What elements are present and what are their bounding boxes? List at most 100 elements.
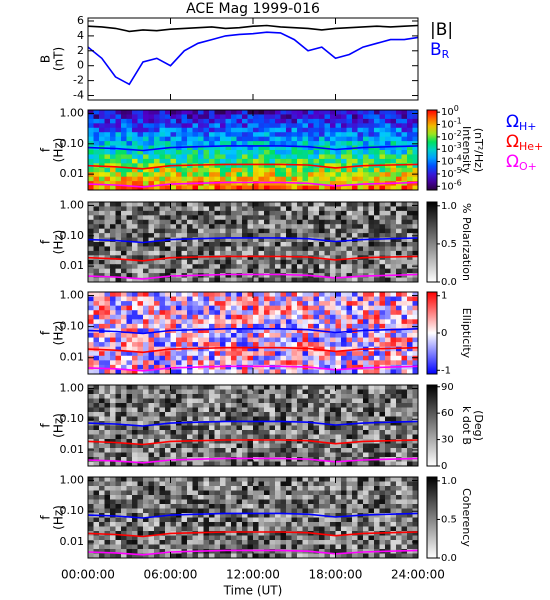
- spectrogram-cell: [324, 255, 331, 261]
- spectrogram-cell: [203, 158, 210, 164]
- spectrogram-cell: [390, 292, 397, 298]
- spectrogram-cell: [368, 351, 375, 357]
- spectrogram-cell: [385, 233, 391, 239]
- spectrogram-cell: [209, 328, 215, 334]
- spectrogram-cell: [368, 224, 375, 230]
- spectrogram-cell: [236, 346, 243, 352]
- spectrogram-cell: [385, 421, 391, 426]
- spectrogram-cell: [104, 477, 111, 482]
- spectrogram-cell: [176, 499, 182, 505]
- spectrogram-cell: [352, 206, 358, 212]
- spectrogram-cell: [412, 452, 419, 458]
- spectrogram-cell: [335, 499, 342, 505]
- spectrogram-cell: [313, 407, 320, 413]
- spectrogram-cell: [154, 328, 160, 334]
- spectrogram-cell: [280, 443, 287, 449]
- spectrogram-cell: [181, 301, 188, 307]
- spectrogram-cell: [154, 477, 160, 482]
- spectrogram-cell: [137, 127, 144, 133]
- spectrogram-cell: [280, 346, 287, 352]
- spectrogram-cell: [275, 328, 281, 334]
- spectrogram-cell: [187, 132, 193, 138]
- spectrogram-cell: [308, 337, 314, 343]
- spectrogram-cell: [220, 504, 226, 509]
- spectrogram-cell: [341, 110, 347, 115]
- spectrogram-cell: [99, 490, 105, 496]
- spectrogram-cell: [412, 158, 419, 164]
- spectrogram-cell: [126, 292, 133, 298]
- spectrogram-cell: [368, 323, 375, 329]
- spectrogram-cell: [390, 412, 397, 417]
- spectrogram-cell: [308, 333, 314, 339]
- spectrogram-cell: [231, 259, 237, 265]
- spectrogram-cell: [104, 425, 111, 431]
- spectrogram-cell: [330, 127, 336, 133]
- spectrogram-cell: [374, 136, 380, 142]
- spectrogram-cell: [176, 310, 182, 316]
- spectrogram-cell: [280, 132, 287, 138]
- spectrogram-cell: [187, 425, 193, 431]
- spectrogram-cell: [291, 369, 298, 375]
- spectrogram-cell: [368, 461, 375, 467]
- spectrogram-cell: [209, 167, 215, 173]
- spectrogram-cell: [341, 215, 347, 221]
- spectrogram-cell: [385, 118, 391, 124]
- spectrogram-cell: [214, 499, 221, 505]
- spectrogram-cell: [297, 504, 303, 509]
- spectrogram-cell: [357, 228, 364, 234]
- spectrogram-cell: [220, 150, 226, 155]
- spectrogram-cell: [357, 305, 364, 311]
- spectrogram-cell: [137, 259, 144, 265]
- spectrogram-cell: [319, 219, 325, 225]
- spectrogram-cell: [220, 495, 226, 500]
- spectrogram-cell: [363, 219, 369, 225]
- spectrogram-cell: [104, 132, 111, 138]
- spectrogram-cell: [297, 495, 303, 500]
- spectrogram-cell: [209, 277, 215, 283]
- spectrogram-cell: [115, 150, 122, 155]
- spectrogram-cell: [346, 224, 353, 230]
- spectrogram-cell: [396, 136, 402, 142]
- spectrogram-cell: [99, 305, 105, 311]
- spectrogram-cell: [401, 233, 408, 239]
- y-axis-label: (Hz): [52, 413, 66, 438]
- spectrogram-cell: [159, 504, 166, 509]
- spectrogram-cell: [99, 448, 105, 453]
- spectrogram-cell: [159, 323, 166, 329]
- spectrogram-cell: [176, 132, 182, 138]
- spectrogram-cell: [242, 394, 248, 399]
- spectrogram-cell: [407, 163, 413, 169]
- spectrogram-cell: [297, 490, 303, 496]
- colorbar-tick-text: 1.0: [441, 201, 457, 212]
- spectrogram-cell: [132, 150, 138, 155]
- spectrogram-cell: [401, 319, 408, 325]
- spectrogram-cell: [291, 407, 298, 413]
- spectrogram-cell: [346, 273, 353, 279]
- spectrogram-cell: [93, 394, 100, 399]
- spectrogram-cell: [181, 416, 188, 422]
- spectrogram-cell: [214, 132, 221, 138]
- spectrogram-cell: [407, 228, 413, 234]
- spectrogram-cell: [203, 398, 210, 404]
- spectrogram-cell: [214, 439, 221, 444]
- spectrogram-cell: [170, 412, 177, 417]
- spectrogram-cell: [258, 292, 265, 298]
- spectrogram-cell: [220, 176, 226, 182]
- spectrogram-cell: [390, 504, 397, 509]
- spectrogram-cell: [104, 181, 111, 187]
- spectrogram-cell: [154, 319, 160, 325]
- spectrogram-cell: [132, 499, 138, 505]
- spectrogram-cell: [286, 127, 292, 133]
- spectrogram-cell: [176, 150, 182, 155]
- spectrogram-cell: [115, 461, 122, 467]
- spectrogram-cell: [324, 305, 331, 311]
- spectrogram-cell: [143, 434, 149, 440]
- spectrogram-cell: [93, 452, 100, 458]
- spectrogram-cell: [198, 499, 204, 505]
- spectrogram-cell: [209, 369, 215, 375]
- spectrogram-cell: [115, 273, 122, 279]
- spectrogram-cell: [247, 508, 254, 514]
- spectrogram-cell: [159, 292, 166, 298]
- spectrogram-cell: [110, 273, 116, 279]
- spectrogram-cell: [247, 123, 254, 129]
